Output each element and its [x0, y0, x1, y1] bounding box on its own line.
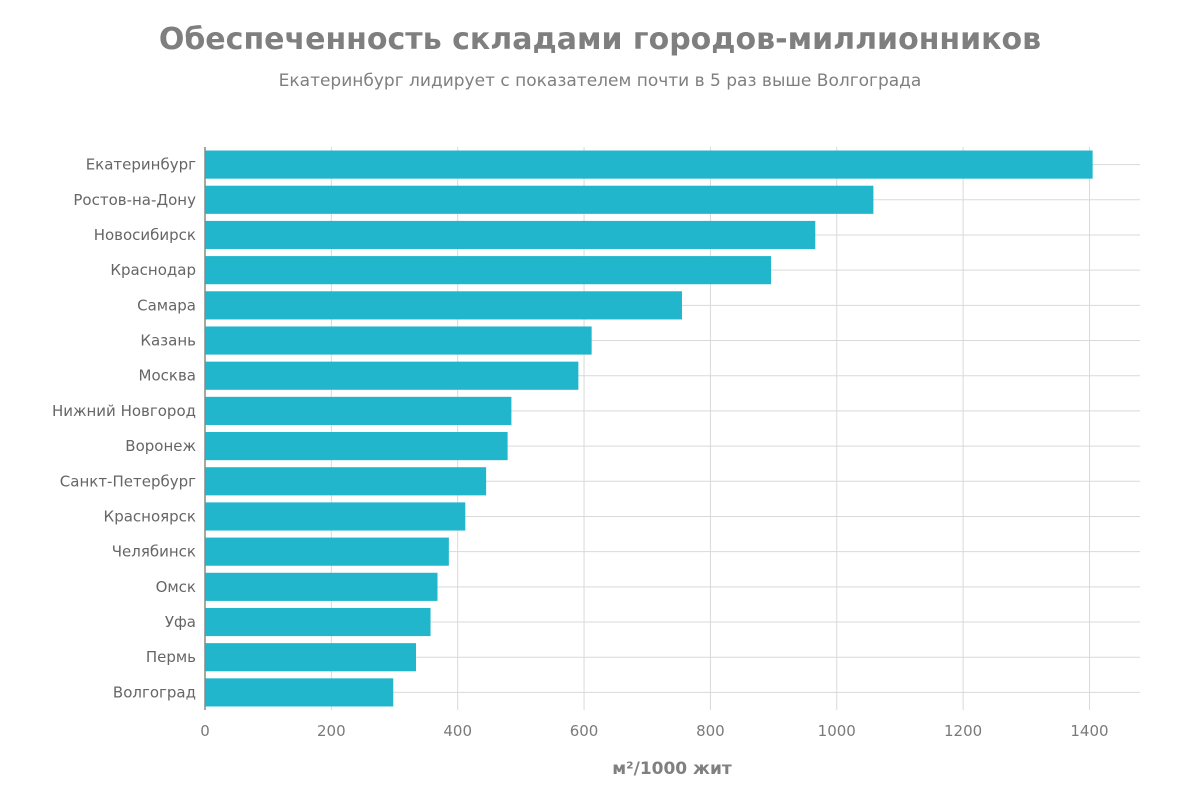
category-label: Санкт-Петербург	[60, 472, 196, 490]
chart-title: Обеспеченность складами городов-миллионн…	[158, 22, 1042, 57]
chart-subtitle: Екатеринбург лидирует с показателем почт…	[278, 71, 922, 91]
x-tick-label: 1400	[1070, 722, 1108, 740]
bar	[205, 678, 394, 707]
category-label: Омск	[156, 578, 196, 596]
bar	[205, 185, 874, 214]
bar	[205, 467, 487, 496]
x-tick-label: 0	[200, 722, 210, 740]
bar	[205, 643, 417, 672]
category-label: Уфа	[165, 613, 196, 631]
bars	[205, 150, 1093, 707]
x-tick-label: 800	[696, 722, 725, 740]
category-label: Екатеринбург	[86, 156, 196, 174]
x-tick-label: 1000	[818, 722, 856, 740]
bar	[205, 326, 592, 355]
category-label: Пермь	[146, 648, 196, 666]
category-label: Нижний Новгород	[52, 402, 196, 420]
category-label: Волгоград	[113, 683, 196, 701]
category-label: Красноярск	[104, 507, 196, 525]
category-label: Казань	[140, 332, 196, 350]
bar	[205, 432, 508, 461]
x-tick-label: 1200	[944, 722, 982, 740]
bar	[205, 361, 579, 390]
tick-labels: 0 200 400 600 800 1000 1200 1400	[200, 722, 1108, 740]
bar	[205, 607, 431, 637]
bar	[205, 537, 449, 566]
category-label: Новосибирск	[94, 226, 196, 244]
category-label: Воронеж	[125, 437, 196, 455]
category-label: Москва	[139, 367, 196, 385]
category-labels: Екатеринбург Ростов-на-Дону Новосибирск Кра…	[52, 156, 196, 702]
x-tick-label: 600	[570, 722, 599, 740]
bar	[205, 572, 438, 601]
category-label: Ростов-на-Дону	[73, 191, 196, 209]
x-tick-label: 400	[443, 722, 472, 740]
bar	[205, 291, 682, 320]
category-label: Самара	[137, 296, 196, 314]
bar	[205, 502, 466, 531]
x-tick-label: 200	[317, 722, 346, 740]
category-label: Краснодар	[110, 261, 196, 279]
bar	[205, 150, 1093, 179]
bar	[205, 220, 816, 250]
bar	[205, 396, 512, 425]
x-axis-title: м²/1000 жит	[612, 759, 732, 779]
bar	[205, 256, 772, 285]
category-label: Челябинск	[112, 543, 196, 561]
